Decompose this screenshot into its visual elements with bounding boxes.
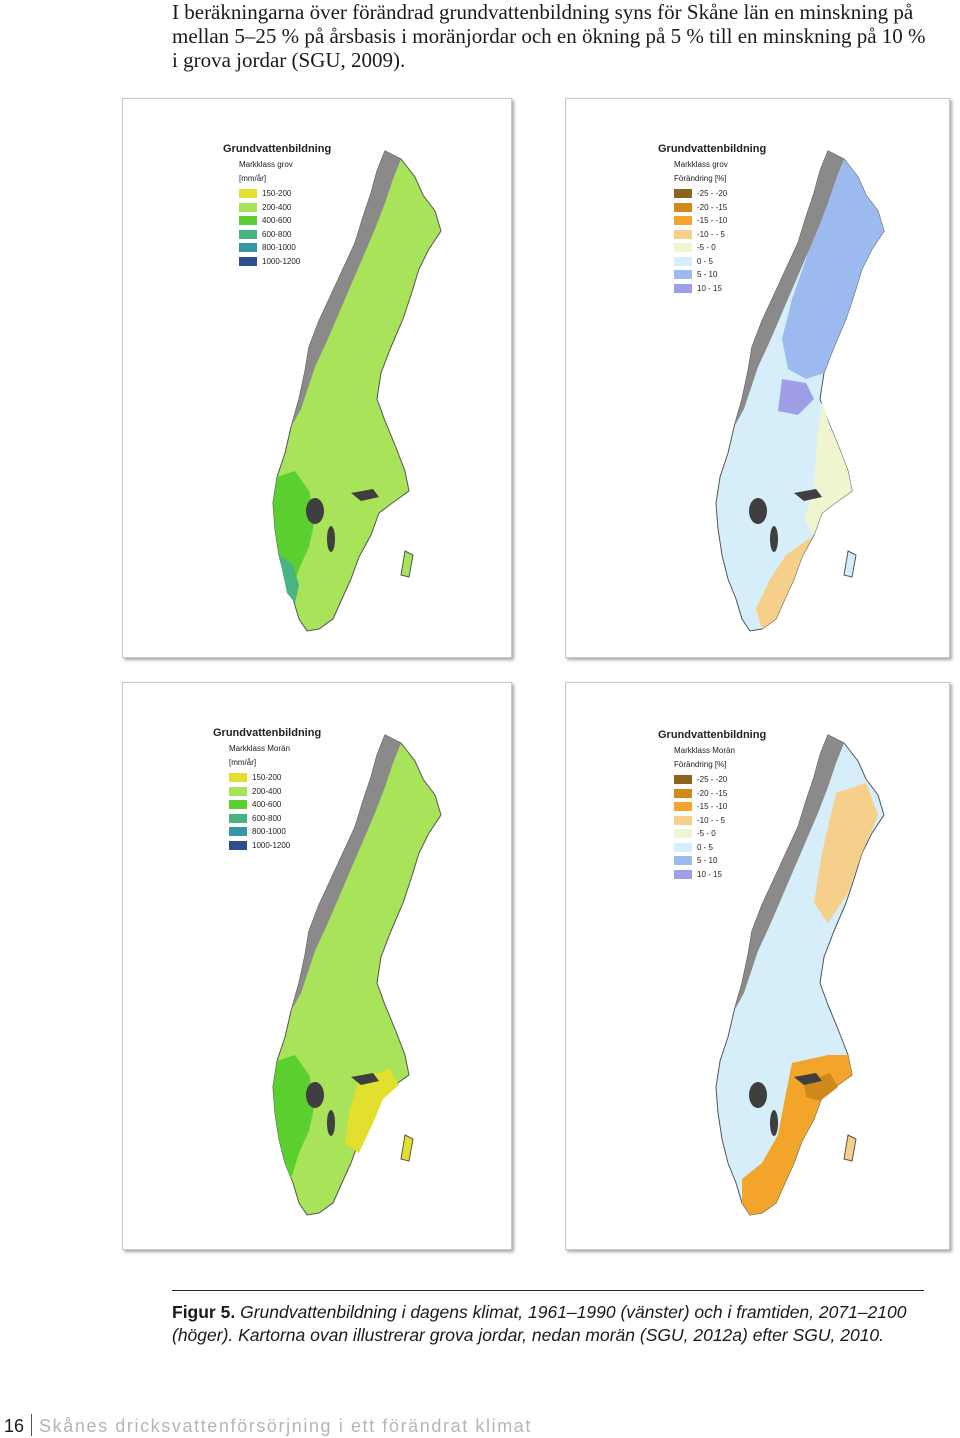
- map-panel-grov-dagens: Grundvattenbildning Markklass grov [mm/å…: [122, 98, 512, 658]
- legend-item: 200-400: [239, 201, 331, 215]
- legend-item: 1000-1200: [229, 839, 321, 853]
- map-legend: Grundvattenbildning Markklass Morän Förä…: [658, 729, 766, 881]
- legend-title: Grundvattenbildning: [658, 729, 767, 741]
- map-legend: Grundvattenbildning Markklass grov Förän…: [658, 143, 766, 295]
- lake-vanern: [749, 1082, 767, 1108]
- legend-item: -5 - 0: [674, 827, 766, 841]
- legend-item: 400-600: [239, 214, 331, 228]
- legend-item: 150-200: [229, 771, 321, 785]
- caption-rule: [172, 1290, 924, 1291]
- legend-subtitle: Markklass grov: [674, 160, 728, 169]
- island-gotland: [400, 550, 414, 578]
- lake-vattern: [770, 1110, 778, 1136]
- legend-item: 800-1000: [239, 241, 331, 255]
- coastal-recharge-west: [279, 555, 299, 603]
- legend-item: 150-200: [239, 187, 331, 201]
- legend-item: 200-400: [229, 785, 321, 799]
- sweden-map: [715, 734, 885, 1216]
- legend-item: 10 - 15: [674, 282, 766, 296]
- mountain-region: [291, 735, 401, 1011]
- legend-list: 150-200 200-400 400-600 600-800 800-1000…: [239, 187, 331, 268]
- lake-malaren: [351, 1073, 379, 1085]
- strong-increase-patch: [778, 379, 814, 415]
- high-recharge-west: [273, 1055, 315, 1179]
- sweden-map: [715, 150, 885, 632]
- figure-caption: Figur 5. Grundvattenbildning i dagens kl…: [172, 1301, 932, 1347]
- low-recharge-east: [345, 1069, 399, 1153]
- intro-paragraph: I beräkningarna över förändrad grundvatt…: [172, 0, 926, 72]
- lake-vattern: [327, 526, 335, 552]
- map-panel-moran-dagens: Grundvattenbildning Markklass Morän [mm/…: [122, 682, 512, 1250]
- map-panel-grov-framtid: Grundvattenbildning Markklass grov Förän…: [565, 98, 950, 658]
- legend-item: 800-1000: [229, 825, 321, 839]
- lake-vattern: [770, 526, 778, 552]
- figure-label: Figur 5.: [172, 1302, 236, 1322]
- legend-unit: Förändring [%]: [674, 174, 727, 183]
- legend-item: -15 - -10: [674, 214, 766, 228]
- legend-title: Grundvattenbildning: [223, 143, 332, 155]
- legend-item: -20 - -15: [674, 201, 766, 215]
- footer-divider: [31, 1414, 33, 1436]
- legend-item: -5 - 0: [674, 241, 766, 255]
- legend-subtitle: Markklass grov: [239, 160, 293, 169]
- island-gotland: [843, 1134, 857, 1162]
- legend-item: 5 - 10: [674, 268, 766, 282]
- legend-item: 0 - 5: [674, 841, 766, 855]
- legend-item: 600-800: [229, 812, 321, 826]
- map-legend: Grundvattenbildning Markklass grov [mm/å…: [223, 143, 331, 268]
- legend-subtitle: Markklass Morän: [229, 744, 290, 753]
- legend-subtitle: Markklass Morän: [674, 746, 735, 755]
- legend-item: 1000-1200: [239, 255, 331, 269]
- legend-list: -25 - -20 -20 - -15 -15 - -10 -10 - - 5 …: [674, 187, 766, 295]
- lake-malaren: [794, 1073, 822, 1085]
- legend-item: 400-600: [229, 798, 321, 812]
- decrease-east-coast: [804, 399, 852, 535]
- legend-item: -25 - -20: [674, 187, 766, 201]
- legend-item: 5 - 10: [674, 854, 766, 868]
- mountain-region: [291, 151, 401, 427]
- legend-item: -10 - - 5: [674, 814, 766, 828]
- page-footer: 16 Skånes dricksvattenförsörjning i ett f…: [4, 1414, 532, 1438]
- sweden-map: [272, 150, 442, 632]
- legend-unit: Förändring [%]: [674, 760, 727, 769]
- lake-vanern: [306, 1082, 324, 1108]
- legend-unit: [mm/år]: [239, 174, 267, 183]
- legend-item: -20 - -15: [674, 787, 766, 801]
- legend-item: -10 - - 5: [674, 228, 766, 242]
- legend-item: 0 - 5: [674, 255, 766, 269]
- legend-title: Grundvattenbildning: [658, 143, 767, 155]
- mountain-region: [734, 151, 844, 427]
- map-panel-moran-framtid: Grundvattenbildning Markklass Morän Förä…: [565, 682, 950, 1250]
- sweden-map: [272, 734, 442, 1216]
- lake-malaren: [351, 489, 379, 501]
- map-legend: Grundvattenbildning Markklass Morän [mm/…: [213, 727, 321, 852]
- lake-vanern: [306, 498, 324, 524]
- island-gotland: [843, 550, 857, 578]
- legend-item: -15 - -10: [674, 800, 766, 814]
- footer-title: Skånes dricksvattenförsörjning i ett för…: [39, 1416, 533, 1436]
- legend-item: -25 - -20: [674, 773, 766, 787]
- legend-list: 150-200 200-400 400-600 600-800 800-1000…: [229, 771, 321, 852]
- legend-title: Grundvattenbildning: [213, 727, 322, 739]
- mild-decrease-north: [814, 783, 878, 923]
- legend-unit: [mm/år]: [229, 758, 257, 767]
- decrease-south: [756, 535, 814, 629]
- legend-list: -25 - -20 -20 - -15 -15 - -10 -10 - - 5 …: [674, 773, 766, 881]
- lake-vanern: [749, 498, 767, 524]
- lake-malaren: [794, 489, 822, 501]
- lake-vattern: [327, 1110, 335, 1136]
- legend-item: 600-800: [239, 228, 331, 242]
- page-number: 16: [4, 1416, 25, 1436]
- increase-north: [782, 151, 884, 379]
- mountain-region: [734, 735, 844, 1011]
- legend-item: 10 - 15: [674, 868, 766, 882]
- figure-caption-text: Grundvattenbildning i dagens klimat, 196…: [172, 1302, 907, 1345]
- island-gotland: [400, 1134, 414, 1162]
